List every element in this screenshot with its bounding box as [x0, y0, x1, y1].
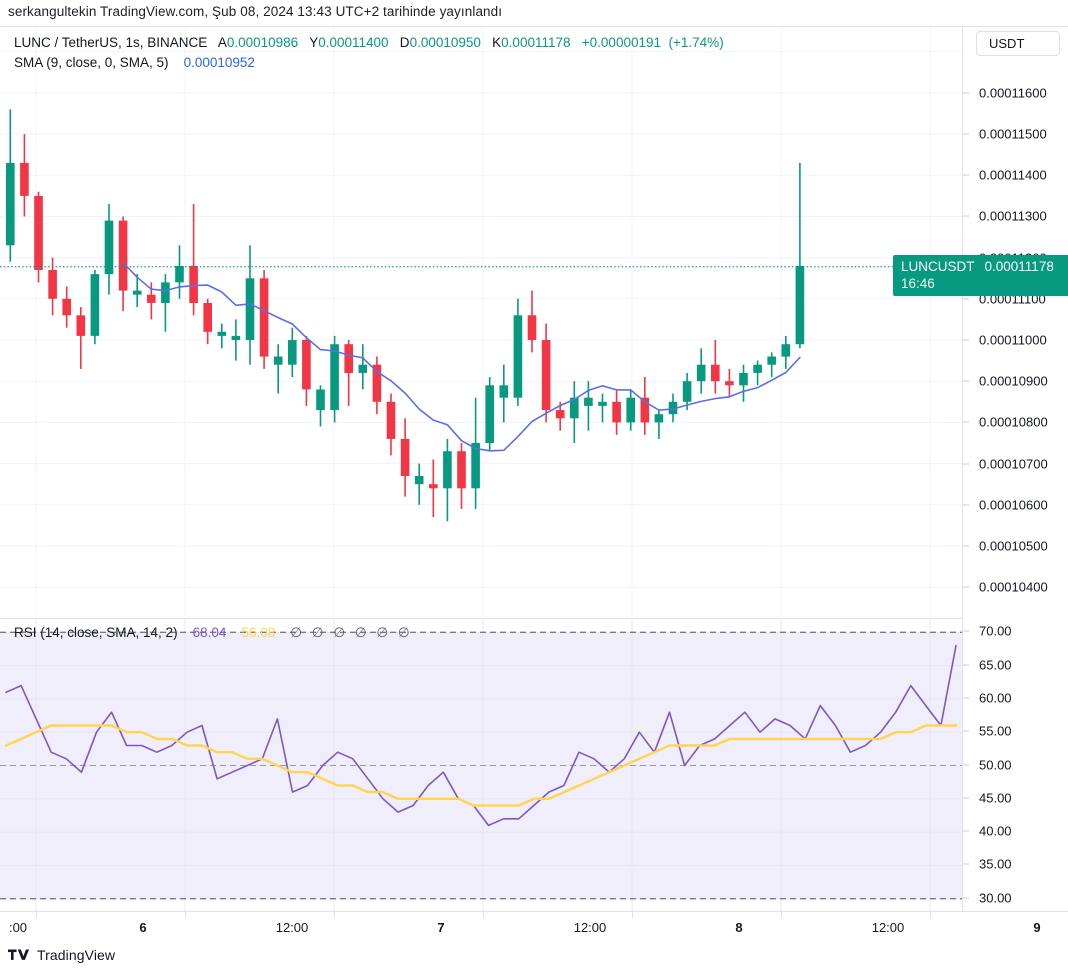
right-scale-column[interactable]: USDT 0.00011600 0.00011500 0.00011400 0.000…: [893, 27, 1068, 911]
tradingview-logo-icon: [8, 949, 30, 960]
time-axis-label: 8: [735, 920, 743, 935]
time-axis-label: 6: [139, 920, 147, 935]
time-axis-separator: [36, 910, 37, 918]
price-tick-label: 0.00011000: [979, 332, 1047, 348]
price-tick-mark: [963, 92, 969, 94]
price-tick-mark: [963, 339, 969, 341]
rsi-tick-label: 50.00: [979, 757, 1012, 772]
time-axis-label: 7: [437, 920, 445, 935]
rsi-tick-mark: [963, 764, 969, 765]
price-tick-mark: [963, 380, 969, 382]
badge-symbol: LUNCUSDT: [901, 258, 975, 274]
time-axis-separator: [632, 910, 633, 918]
price-tick-label: 0.00010900: [979, 373, 1048, 389]
publish-attribution-line: serkangultekin TradingView.com, Şub 08, …: [8, 4, 503, 19]
price-tick-mark: [963, 421, 969, 423]
rsi-tick-mark: [963, 730, 969, 732]
rsi-tick-mark: [963, 664, 969, 666]
time-axis-label: 12:00: [871, 920, 905, 935]
rsi-tick-label: 45.00: [979, 790, 1012, 806]
price-tick-label: 0.00011300: [979, 208, 1047, 224]
price-tick-mark: [963, 504, 969, 506]
price-tick-mark: [963, 298, 969, 300]
rsi-tick-label: 70.00: [979, 623, 1012, 639]
rsi-tick-mark: [963, 830, 969, 832]
time-axis-separator: [930, 910, 931, 918]
footer-branding: TradingView: [8, 944, 115, 966]
rsi-tick-mark: [963, 797, 969, 799]
rsi-tick-label: 55.00: [979, 723, 1012, 739]
price-tick-mark: [963, 463, 969, 465]
price-tick-label: 0.00010800: [979, 414, 1048, 430]
rsi-tick-mark: [963, 897, 969, 899]
time-axis-label: 12:00: [275, 920, 309, 935]
time-axis-separator: [781, 910, 782, 918]
price-tick-label: 0.00010600: [979, 497, 1048, 513]
tradingview-wordmark: TradingView: [37, 947, 116, 963]
price-tick-label: 0.00010500: [979, 538, 1048, 554]
current-price-badge[interactable]: LUNCUSDT 0.00011178 16:46: [893, 254, 1068, 296]
price-tick-label: 0.00011400: [979, 167, 1047, 183]
chart-frame: LUNC / TetherUS, 1s, BINANCE A0.00010986…: [0, 26, 1068, 912]
time-axis-separator: [483, 910, 484, 918]
badge-price: 0.00011178: [984, 258, 1054, 274]
price-pane[interactable]: [0, 27, 962, 616]
time-axis-label: 9: [1033, 920, 1041, 935]
rsi-tick-label: 30.00: [979, 890, 1012, 906]
price-tick-mark: [963, 215, 969, 217]
price-tick-mark: [963, 545, 969, 547]
rsi-tick-mark: [963, 863, 969, 865]
price-tick-mark: [963, 174, 969, 176]
rsi-tick-mark: [963, 697, 969, 699]
badge-time: 16:46: [901, 275, 935, 291]
time-axis-label: :00: [8, 920, 28, 935]
rsi-pane[interactable]: RSI (14, close, SMA, 14, 2) 68.04 56.08 …: [0, 618, 962, 912]
price-tick-label: 0.00010700: [979, 456, 1048, 472]
price-tick-label: 0.00010400: [979, 579, 1048, 595]
rsi-tick-label: 60.00: [979, 690, 1012, 706]
time-axis-label: 12:00: [573, 920, 607, 935]
rsi-canvas: [0, 619, 962, 912]
rsi-tick-label: 40.00: [979, 823, 1012, 839]
price-tick-label: 0.00011500: [979, 126, 1047, 142]
price-tick-mark: [963, 133, 969, 135]
rsi-tick-label: 35.00: [979, 856, 1012, 872]
rsi-tick-label: 65.00: [979, 657, 1012, 673]
time-axis-separator: [185, 910, 186, 918]
candlestick-canvas: [0, 27, 962, 616]
price-tick-label: 0.00011600: [979, 85, 1047, 101]
time-axis-separator: [334, 910, 335, 918]
price-tick-mark: [963, 586, 969, 588]
currency-chip[interactable]: USDT: [976, 31, 1060, 56]
rsi-tick-mark: [963, 630, 969, 632]
time-axis[interactable]: :00 6 12:00 7 12:00 8 12:00 9: [0, 910, 1068, 946]
